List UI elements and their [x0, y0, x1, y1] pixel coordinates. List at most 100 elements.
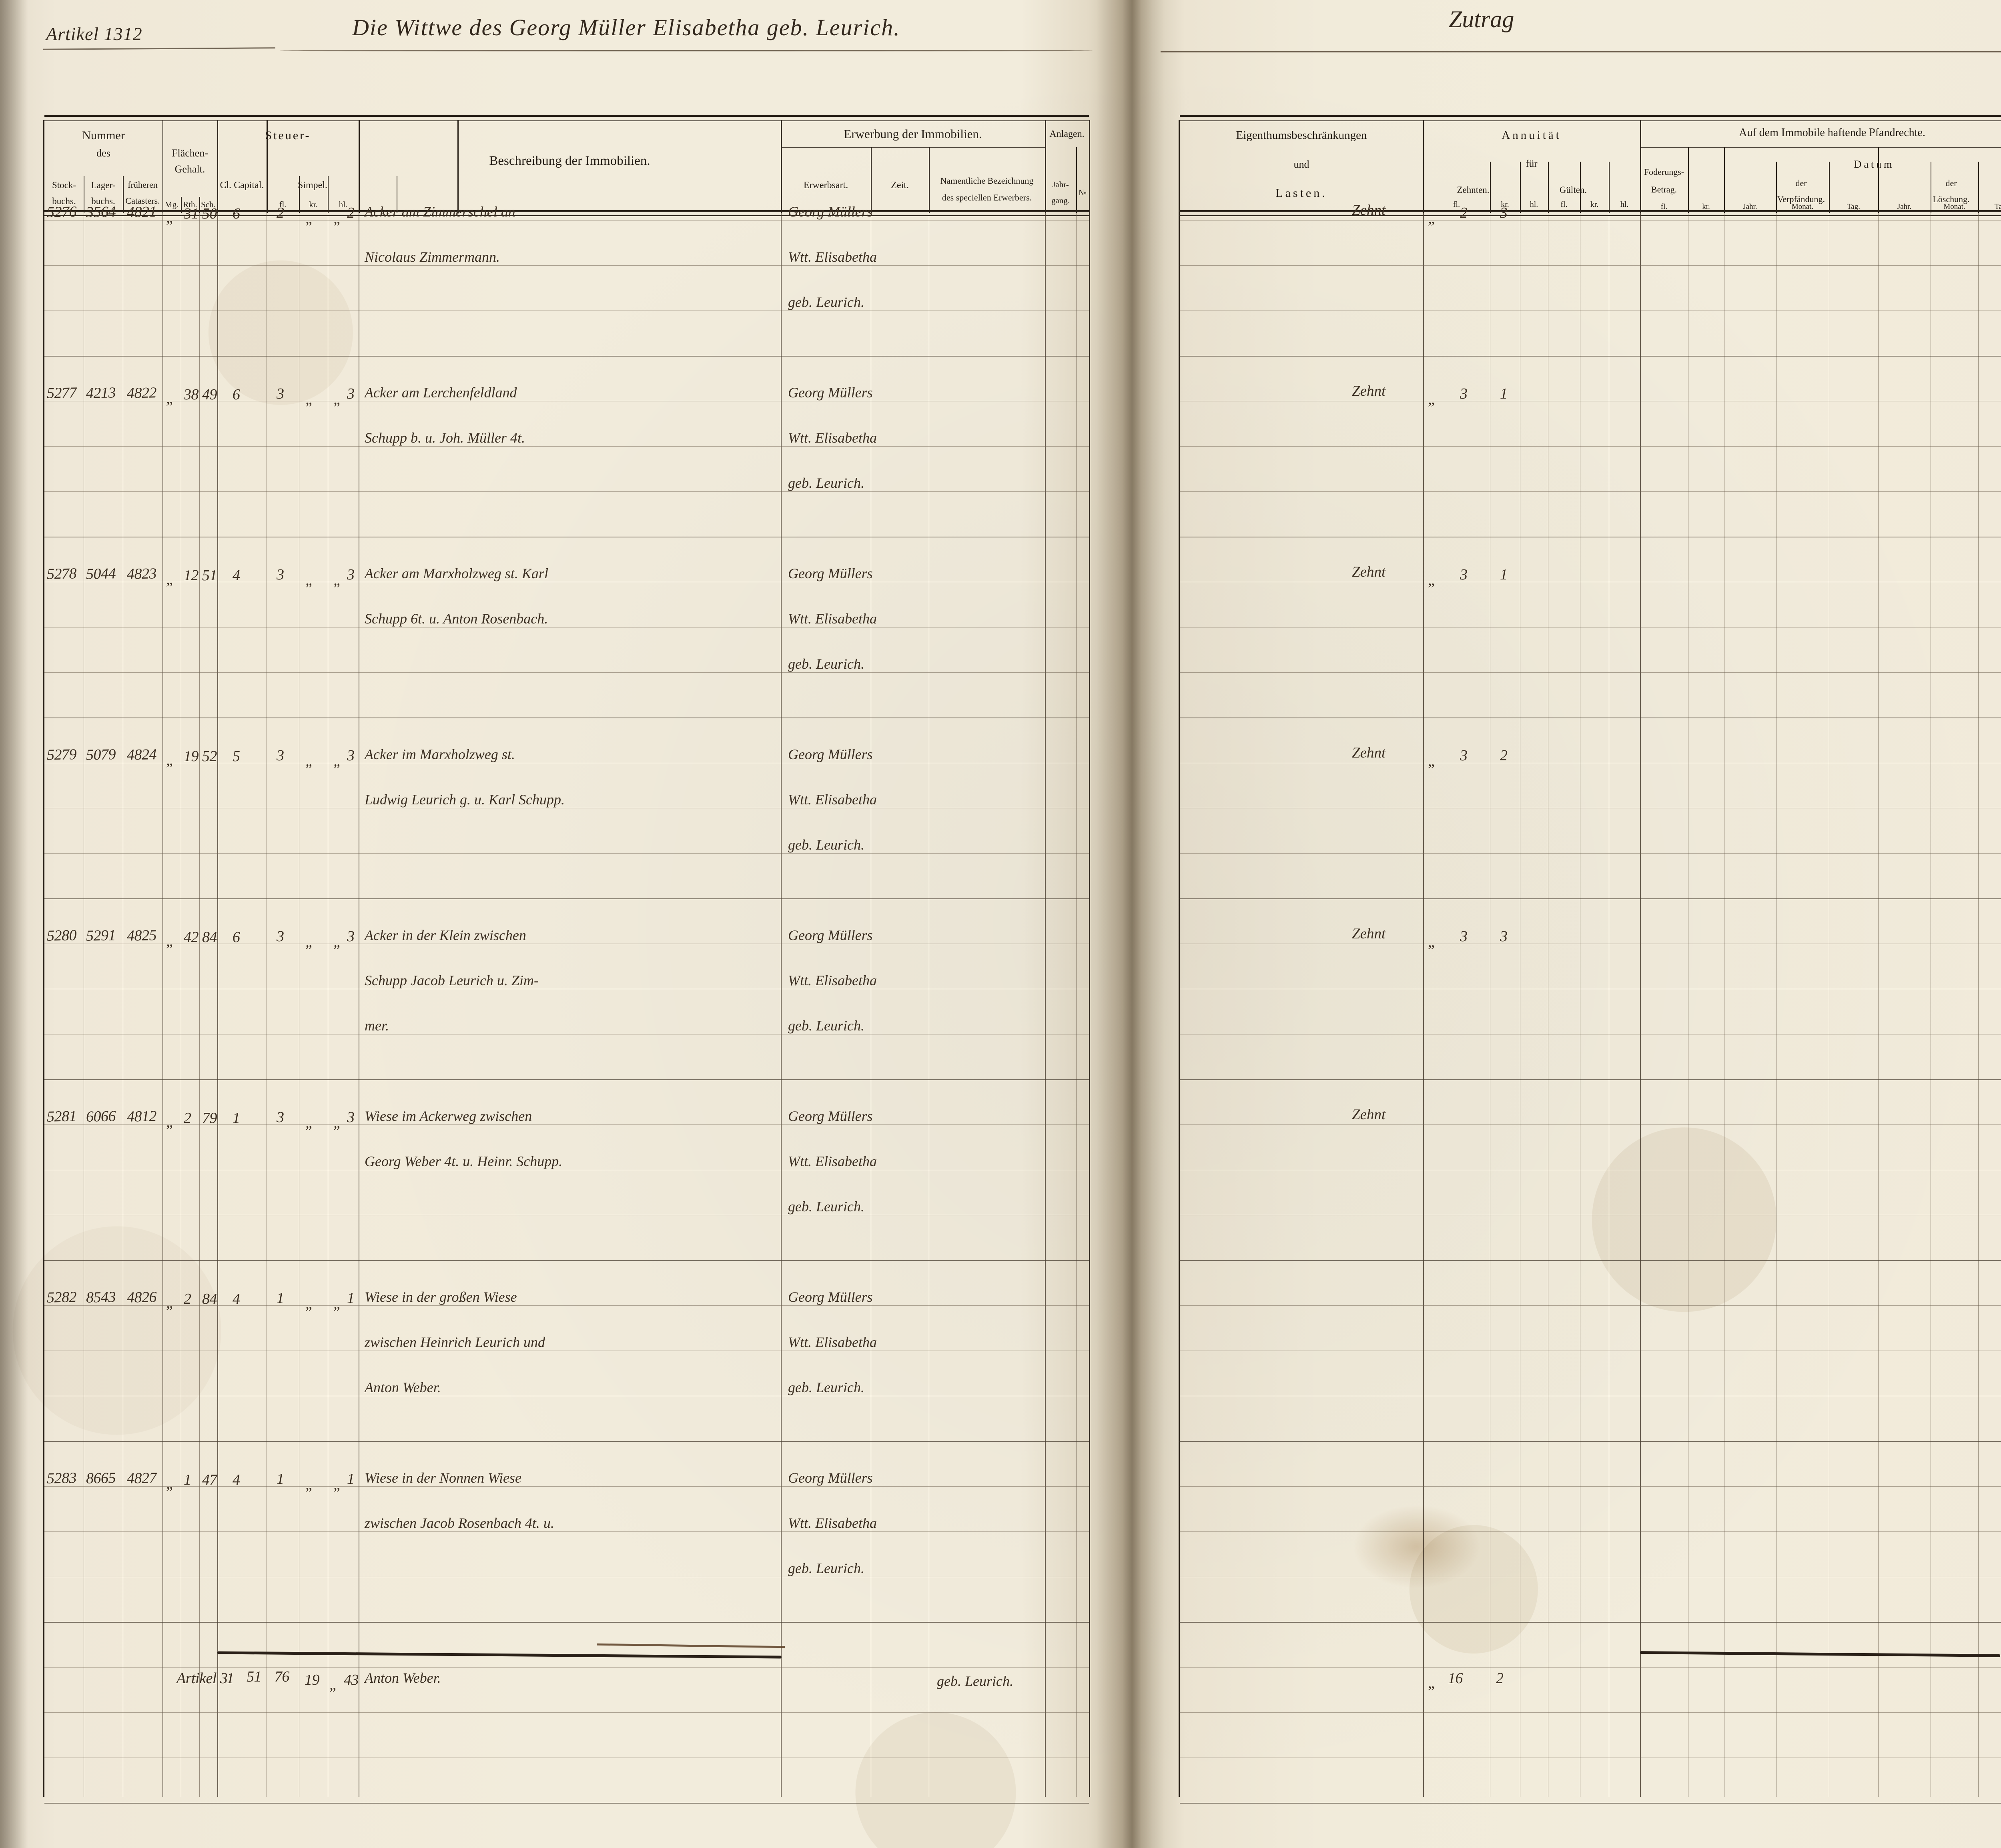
- cell-erwerber-line: Wtt. Elisabetha: [788, 611, 877, 627]
- cell-erwerber-line: Georg Müllers: [788, 1289, 873, 1305]
- cell-cataster: 4827: [126, 1469, 157, 1487]
- right-table-top-rule: [1180, 115, 2001, 121]
- cell-lagerbuch: 5044: [86, 565, 116, 583]
- cell-beschreibung-line: zwischen Heinrich Leurich und: [365, 1334, 545, 1350]
- cell-simpel-kr: „: [333, 210, 342, 227]
- total-zehnten-fl: „: [1428, 1675, 1436, 1692]
- rule-line: [44, 853, 1089, 854]
- cell-erwerber-line: Georg Müllers: [788, 385, 873, 401]
- left-table: Nummer des Stock- buchs. Lager- buchs. f…: [43, 115, 1090, 1804]
- cell-lagerbuch: 4213: [86, 384, 116, 402]
- cell-cl: 4: [233, 1291, 240, 1307]
- header-verp-jahr: Jahr.: [1743, 202, 1757, 211]
- cell-erwerber-line: Georg Müllers: [788, 1470, 873, 1486]
- header-guelten-kr: kr.: [1590, 200, 1599, 209]
- cell-erwerber-line: geb. Leurich.: [788, 656, 864, 672]
- cell-beschreibung-line: Nicolaus Zimmermann.: [365, 249, 500, 265]
- cell-rth: 42: [184, 929, 199, 946]
- header-guelten: Gülten.: [1559, 185, 1587, 195]
- header-verp-monat: Monat.: [1791, 202, 1814, 211]
- header-der-1: der: [1795, 178, 1807, 188]
- header-simpel-hl: hl.: [339, 200, 348, 209]
- rule-line: [44, 356, 1089, 357]
- rule-line: [44, 1803, 1089, 1804]
- cell-lagerbuch: 3564: [86, 203, 116, 221]
- cell-rth: 19: [184, 748, 199, 765]
- header-catasters: Catasters.: [125, 196, 160, 206]
- header-sch: Sch.: [201, 200, 216, 209]
- cell-simpel-hl: 1: [347, 1471, 355, 1487]
- cell-stockbuch: 5278: [46, 565, 77, 583]
- cell-simpel-hl: 3: [347, 928, 355, 945]
- cell-cl: 6: [233, 929, 240, 946]
- right-table: Eigenthumsbeschränkungen und Lasten. Ann…: [1179, 115, 2001, 1804]
- cell-beschreibung-line: Schupp b. u. Joh. Müller 4t.: [365, 430, 525, 446]
- cell-simpel-kr: „: [333, 1295, 342, 1312]
- header-der-2: der: [1945, 178, 1957, 188]
- cell-mg: „: [166, 390, 174, 407]
- cell-simpel-hl: 3: [347, 1109, 355, 1126]
- cell-capital: 2: [277, 204, 284, 221]
- cell-zehnten-kr: 2: [1460, 204, 1468, 221]
- rule-line: [1180, 1531, 2001, 1532]
- cell-lagerbuch: 5291: [86, 927, 116, 944]
- cell-erwerber-line: Wtt. Elisabetha: [788, 430, 877, 446]
- header-betrag-kr: kr.: [1702, 202, 1710, 211]
- header-erwerbsart: Erwerbsart.: [803, 180, 848, 190]
- cell-rth: 12: [184, 567, 199, 584]
- total-simpel-hl: 43: [344, 1672, 359, 1688]
- header-loeschung: Löschung.: [1933, 194, 1970, 204]
- header-pfandrechte: Auf dem Immobile haftende Pfandrechte.: [1739, 126, 1925, 139]
- rule-line: [44, 1260, 1089, 1261]
- cell-capital: 1: [277, 1471, 284, 1487]
- cell-beschreibung-line: Wiese in der großen Wiese: [365, 1289, 517, 1305]
- cell-zehnten-fl: „: [1428, 572, 1436, 589]
- right-header-bottom-rule: [1180, 210, 2001, 216]
- rule-line: [1180, 1486, 2001, 1487]
- rule-line: [1180, 1124, 2001, 1125]
- header-rth: Rth.: [183, 200, 197, 209]
- cell-beschreibung-line: Acker am Marxholzweg st. Karl: [365, 565, 548, 581]
- cell-zehnten-hl: 3: [1500, 928, 1508, 945]
- cell-rth: 38: [184, 386, 199, 403]
- cell-erwerber-line: geb. Leurich.: [788, 837, 864, 853]
- cell-sch: 49: [202, 386, 217, 403]
- cell-simpel-fl: „: [305, 572, 314, 589]
- rule-line: [44, 1079, 1089, 1080]
- cell-zehnten-kr: 3: [1460, 928, 1468, 945]
- cell-mg: „: [166, 752, 174, 769]
- header-flaechen: Flächen-: [172, 147, 208, 159]
- cell-beschreibung-line: Schupp 6t. u. Anton Rosenbach.: [365, 611, 548, 627]
- cell-cataster: 4826: [126, 1289, 157, 1306]
- rule-line: [44, 1667, 1089, 1668]
- cell-beschreibung-line: Anton Weber.: [365, 1379, 441, 1395]
- cell-beschreibung-line: mer.: [365, 1018, 389, 1034]
- cell-zehnten-hl: 1: [1500, 566, 1508, 583]
- cell-lasten: Zehnt: [1352, 383, 1386, 399]
- cell-lasten: Zehnt: [1352, 202, 1386, 218]
- cell-capital: 1: [277, 1290, 284, 1307]
- cell-stockbuch: 5281: [46, 1108, 77, 1125]
- rule-line: [44, 672, 1089, 673]
- cell-rth: 2: [184, 1110, 191, 1126]
- header-lagerbuchs-2: buchs.: [91, 196, 115, 206]
- right-page: Zutrag 192: [1137, 0, 2001, 1848]
- header-jahrgang-1: Jahr-: [1052, 180, 1069, 189]
- cell-rth: 1: [184, 1471, 191, 1488]
- cell-cl: 1: [233, 1110, 240, 1126]
- cell-capital: 3: [277, 928, 284, 945]
- header-lo-monat: Monat.: [1943, 202, 1965, 211]
- rule-line: [1180, 491, 2001, 492]
- cell-simpel-hl: 2: [347, 204, 355, 221]
- rule-line: [44, 1305, 1089, 1306]
- cell-erwerber-line: Georg Müllers: [788, 565, 873, 581]
- cell-zehnten-fl: „: [1428, 391, 1436, 408]
- cell-mg: „: [166, 1114, 174, 1130]
- header-frueheren: früheren: [128, 180, 158, 190]
- cell-simpel-fl: „: [305, 1295, 314, 1312]
- header-gehalt: Gehalt.: [174, 163, 205, 175]
- cell-simpel-kr: „: [333, 1114, 342, 1131]
- rule-line: [1180, 1305, 2001, 1306]
- cell-erwerber-line: Georg Müllers: [788, 746, 873, 762]
